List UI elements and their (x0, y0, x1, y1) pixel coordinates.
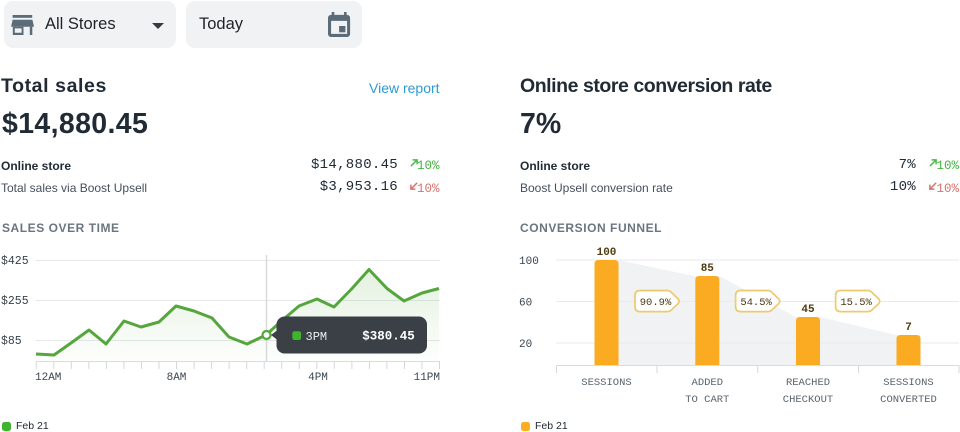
svg-text:100: 100 (519, 256, 539, 268)
svg-text:$255: $255 (1, 295, 29, 308)
svg-text:85: 85 (701, 263, 715, 275)
svg-text:$85: $85 (1, 335, 22, 348)
svg-text:SESSIONS: SESSIONS (883, 377, 933, 389)
svg-text:TO CART: TO CART (685, 394, 729, 406)
svg-text:11PM: 11PM (414, 372, 440, 384)
svg-text:$425: $425 (1, 255, 29, 268)
svg-text:90.9%: 90.9% (640, 297, 672, 309)
svg-text:54.5%: 54.5% (740, 297, 772, 309)
svg-text:SESSIONS: SESSIONS (581, 377, 631, 389)
svg-text:3PM: 3PM (306, 330, 328, 344)
svg-text:ADDED: ADDED (692, 377, 724, 389)
svg-text:7: 7 (905, 322, 912, 334)
svg-text:REACHED: REACHED (786, 377, 830, 389)
svg-text:CHECKOUT: CHECKOUT (783, 394, 833, 406)
svg-text:15.5%: 15.5% (840, 297, 872, 309)
svg-text:60: 60 (519, 298, 532, 310)
svg-text:100: 100 (597, 247, 617, 259)
svg-text:8AM: 8AM (167, 372, 187, 384)
svg-text:45: 45 (801, 304, 815, 316)
svg-text:CONVERTED: CONVERTED (880, 394, 937, 406)
svg-text:4PM: 4PM (308, 372, 328, 384)
svg-text:20: 20 (519, 339, 532, 351)
svg-text:12AM: 12AM (35, 372, 61, 384)
svg-text:$380.45: $380.45 (362, 330, 415, 344)
